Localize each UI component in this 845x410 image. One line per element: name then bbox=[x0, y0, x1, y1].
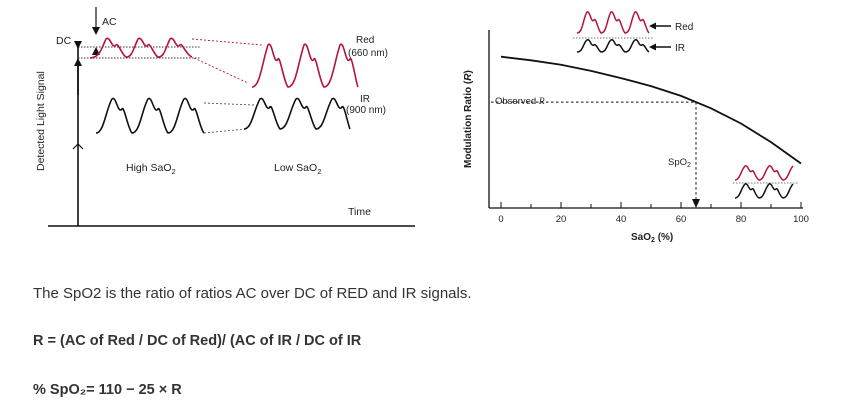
pulse-signal-diagram: Detected Light Signal DC AC Red (660 nm)… bbox=[35, 7, 415, 227]
spo2-down-arrow-icon bbox=[692, 199, 700, 208]
y-axis-label: Detected Light Signal bbox=[35, 71, 47, 171]
axis-break-icon bbox=[72, 143, 84, 150]
chart-y-axis-label: Modulation Ratio (R) bbox=[463, 70, 474, 168]
ac-up-arrow-icon bbox=[92, 47, 100, 55]
x-tick-label: 60 bbox=[676, 214, 687, 225]
legend-red-arrow-icon bbox=[649, 22, 656, 30]
dc-up-arrow-icon bbox=[74, 58, 82, 66]
modulation-ratio-chart: Modulation Ratio (R) 0 20 40 60 80 100 SaO2 (… bbox=[463, 11, 809, 244]
x-ticks bbox=[500, 202, 802, 208]
red-waveform-low-sao2 bbox=[251, 43, 359, 88]
ir-link-bottom bbox=[203, 128, 247, 134]
ir-waveform-low-sao2 bbox=[243, 97, 351, 130]
ir-wavelength: (900 nm) bbox=[346, 105, 386, 116]
chart-x-axis-label: SaO2 (%) bbox=[631, 232, 673, 244]
legend-red-label: Red bbox=[675, 22, 693, 33]
x-tick-label: 20 bbox=[556, 214, 567, 225]
low-sao2-red-waveform bbox=[734, 165, 794, 181]
ir-waveform-high-sao2 bbox=[95, 97, 205, 134]
caption-r-formula: R = (AC of Red / DC of Red)/ (AC of IR /… bbox=[33, 333, 362, 349]
legend-ir-arrow-icon bbox=[649, 43, 656, 51]
red-wavelength: (660 nm) bbox=[348, 48, 388, 59]
dc-label: DC bbox=[56, 35, 72, 47]
red-link-top bbox=[191, 38, 263, 46]
spo2-label: SpO2 bbox=[668, 157, 691, 169]
high-sao2-label: High SaO2 bbox=[126, 162, 176, 176]
x-tick-label: 0 bbox=[498, 214, 503, 225]
ac-down-arrow-icon bbox=[92, 27, 100, 35]
ac-label: AC bbox=[102, 16, 117, 28]
x-tick-label: 100 bbox=[793, 214, 809, 225]
legend-ir-label: IR bbox=[675, 43, 685, 54]
calibration-curve bbox=[500, 55, 802, 165]
ir-label: IR bbox=[360, 94, 370, 105]
x-tick-label: 40 bbox=[616, 214, 627, 225]
red-label: Red bbox=[356, 35, 374, 46]
red-waveform-high-sao2 bbox=[89, 37, 193, 59]
legend-red-waveform bbox=[576, 11, 650, 34]
time-label: Time bbox=[348, 206, 371, 218]
caption-spo2-formula: % SpO₂= 110 − 25 × R bbox=[33, 382, 182, 398]
ir-link-top bbox=[203, 102, 255, 106]
observed-r-label: Observed R bbox=[495, 96, 545, 107]
x-tick-label: 80 bbox=[736, 214, 747, 225]
low-sao2-label: Low SaO2 bbox=[274, 162, 321, 176]
red-link-bottom bbox=[193, 57, 249, 84]
legend-ir-waveform bbox=[576, 38, 650, 53]
x-tick-labels: 0 20 40 60 80 100 bbox=[498, 214, 809, 225]
caption-description: The SpO2 is the ratio of ratios AC over … bbox=[33, 285, 472, 302]
dc-arrow-icon bbox=[74, 41, 82, 49]
low-sao2-ir-waveform bbox=[734, 183, 794, 199]
